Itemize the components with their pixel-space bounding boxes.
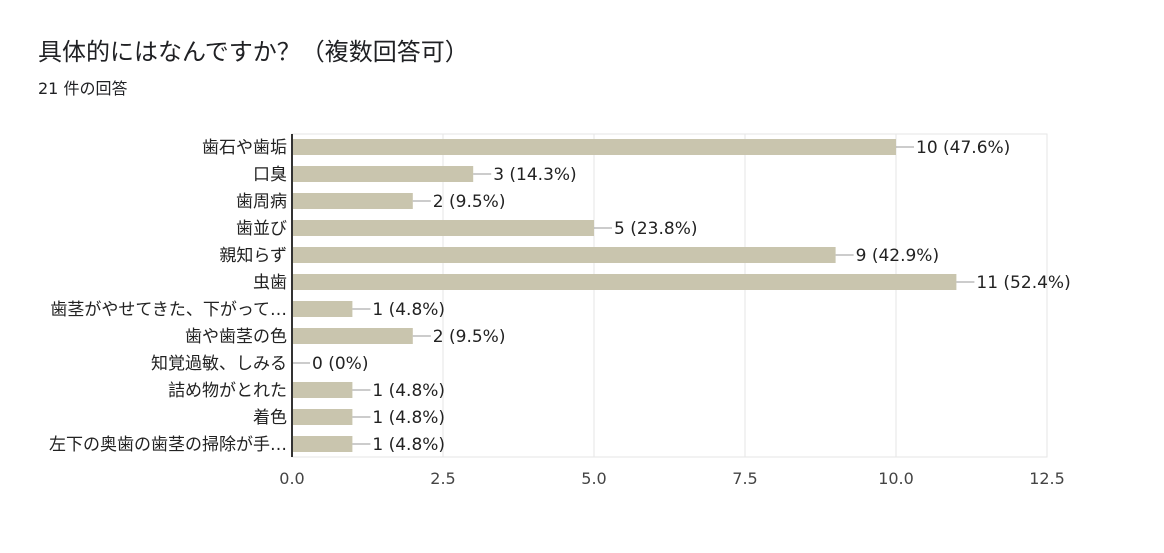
data-label: 0 (0%) [312, 354, 368, 374]
bar[interactable] [292, 166, 474, 182]
bar[interactable] [292, 382, 353, 398]
bar[interactable] [292, 193, 413, 209]
category-label: 歯並び [236, 219, 287, 239]
data-label: 5 (23.8%) [614, 219, 698, 239]
bar[interactable] [292, 409, 353, 425]
x-tick-label: 10.0 [878, 469, 914, 488]
x-tick-label: 12.5 [1029, 469, 1065, 488]
category-label: 詰め物がとれた [168, 381, 287, 401]
data-label: 2 (9.5%) [433, 192, 506, 212]
category-label: 知覚過敏、しみる [151, 354, 287, 374]
bar[interactable] [292, 220, 594, 236]
x-tick-label: 7.5 [732, 469, 757, 488]
x-tick-label: 0.0 [279, 469, 304, 488]
category-label: 左下の奥歯の歯茎の掃除が手… [49, 435, 287, 455]
data-label: 1 (4.8%) [372, 381, 445, 401]
bar[interactable] [292, 274, 957, 290]
category-label: 歯や歯茎の色 [185, 327, 287, 347]
x-tick-label: 5.0 [581, 469, 606, 488]
x-tick-label: 2.5 [430, 469, 455, 488]
bar[interactable] [292, 139, 896, 155]
category-label: 歯石や歯垢 [202, 138, 287, 158]
category-label: 虫歯 [253, 273, 287, 293]
bar[interactable] [292, 328, 413, 344]
data-label: 2 (9.5%) [433, 327, 506, 347]
chart-title: 具体的にはなんですか？（複数回答可） [38, 38, 469, 66]
category-label: 親知らず [219, 246, 287, 266]
data-label: 1 (4.8%) [372, 408, 445, 428]
data-label: 10 (47.6%) [916, 138, 1010, 158]
data-label: 1 (4.8%) [372, 300, 445, 320]
data-label: 9 (42.9%) [856, 246, 940, 266]
category-label: 歯茎がやせてきた、下がって… [50, 300, 287, 320]
data-label: 3 (14.3%) [493, 165, 577, 185]
response-count: 21 件の回答 [38, 79, 128, 98]
category-label: 着色 [253, 408, 287, 428]
category-label: 歯周病 [236, 192, 287, 212]
category-label: 口臭 [253, 165, 287, 185]
data-label: 11 (52.4%) [976, 273, 1070, 293]
data-label: 1 (4.8%) [372, 435, 445, 455]
bar[interactable] [292, 247, 836, 263]
bar[interactable] [292, 301, 353, 317]
bar[interactable] [292, 436, 353, 452]
